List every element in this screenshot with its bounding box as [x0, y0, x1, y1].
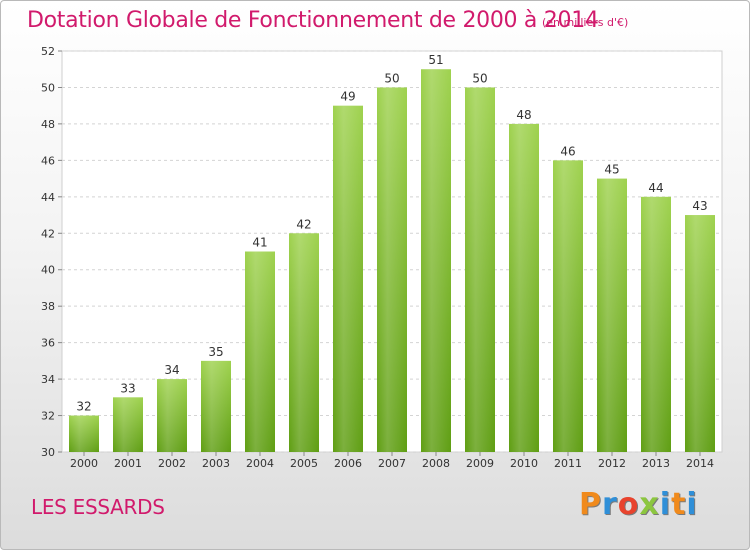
- bar-shine: [289, 233, 319, 452]
- y-tick-label: 36: [41, 337, 55, 350]
- commune-name: LES ESSARDS: [31, 495, 165, 519]
- logo-letter: r: [602, 487, 618, 522]
- data-label-2003: 35: [208, 345, 223, 359]
- x-tick-label-2004: 2004: [246, 457, 274, 470]
- bar-shine: [465, 87, 495, 453]
- x-tick-label-2012: 2012: [598, 457, 626, 470]
- logo-letter: i: [686, 487, 698, 522]
- data-label-2008: 51: [428, 53, 443, 67]
- bar-shine: [113, 397, 143, 452]
- data-label-2001: 33: [120, 381, 135, 395]
- bar-shine: [641, 196, 671, 452]
- bar-shine: [157, 379, 187, 452]
- y-tick-label: 44: [41, 191, 55, 204]
- y-tick-label: 40: [41, 264, 55, 277]
- x-tick-label-2009: 2009: [466, 457, 494, 470]
- bar-shine: [553, 160, 583, 452]
- y-axis-labels: 30 32 34 36 38 40 42 44 46 48 50 52: [41, 45, 55, 459]
- x-axis-labels: 2000 2001 2002 2003 2004 2005 2006 2007 2008 2009…: [70, 452, 714, 470]
- y-tick-label: 34: [41, 373, 55, 386]
- data-label-2012: 45: [604, 163, 619, 177]
- y-tick-label: 46: [41, 154, 55, 167]
- bar-shine: [421, 69, 451, 453]
- data-label-2007: 50: [384, 71, 399, 85]
- x-tick-label-2006: 2006: [334, 457, 362, 470]
- x-tick-label-2005: 2005: [290, 457, 318, 470]
- bar-shine: [245, 251, 275, 452]
- y-tick-label: 42: [41, 227, 55, 240]
- y-tick-label: 48: [41, 118, 55, 131]
- x-tick-label-2010: 2010: [510, 457, 538, 470]
- data-label-2011: 46: [560, 144, 575, 158]
- bars: 32 33 34 35 41 42 49 50 51 50 48 46 45 44 43: [69, 53, 715, 453]
- logo-letter: x: [639, 487, 660, 522]
- data-label-2004: 41: [252, 236, 267, 250]
- x-tick-label-2014: 2014: [686, 457, 714, 470]
- y-tick-label: 38: [41, 300, 55, 313]
- data-label-2005: 42: [296, 217, 311, 231]
- x-tick-label-2000: 2000: [70, 457, 98, 470]
- bar-shine: [69, 415, 99, 452]
- bar-shine: [597, 178, 627, 452]
- x-tick-label-2008: 2008: [422, 457, 450, 470]
- y-tick-label: 32: [41, 410, 55, 423]
- x-tick-label-2007: 2007: [378, 457, 406, 470]
- y-tick-label: 52: [41, 45, 55, 58]
- y-tick-label: 30: [41, 446, 55, 459]
- proxiti-logo: Proxiti: [579, 487, 698, 522]
- logo-letter: o: [617, 487, 640, 522]
- data-label-2002: 34: [164, 363, 179, 377]
- x-tick-label-2003: 2003: [202, 457, 230, 470]
- logo-letter: i: [659, 487, 672, 522]
- chart-title: Dotation Globale de Fonctionnement de 20…: [27, 8, 599, 33]
- data-label-2000: 32: [76, 400, 91, 414]
- bar-shine: [333, 105, 363, 452]
- x-tick-label-2001: 2001: [114, 457, 142, 470]
- x-tick-label-2011: 2011: [554, 457, 582, 470]
- y-tick-label: 50: [41, 81, 55, 94]
- bar-shine: [509, 123, 539, 452]
- data-label-2010: 48: [516, 108, 531, 122]
- x-tick-label-2002: 2002: [158, 457, 186, 470]
- data-label-2013: 44: [648, 181, 663, 195]
- bar-shine: [201, 360, 231, 452]
- bar-shine: [377, 87, 407, 453]
- bar-shine: [685, 215, 715, 452]
- data-label-2014: 43: [692, 199, 707, 213]
- logo-letter: t: [671, 487, 687, 522]
- logo-letter: P: [579, 487, 602, 522]
- data-label-2009: 50: [472, 71, 487, 85]
- chart-subtitle: (en milliers d'€): [542, 16, 629, 29]
- x-tick-label-2013: 2013: [642, 457, 670, 470]
- data-label-2006: 49: [340, 90, 355, 104]
